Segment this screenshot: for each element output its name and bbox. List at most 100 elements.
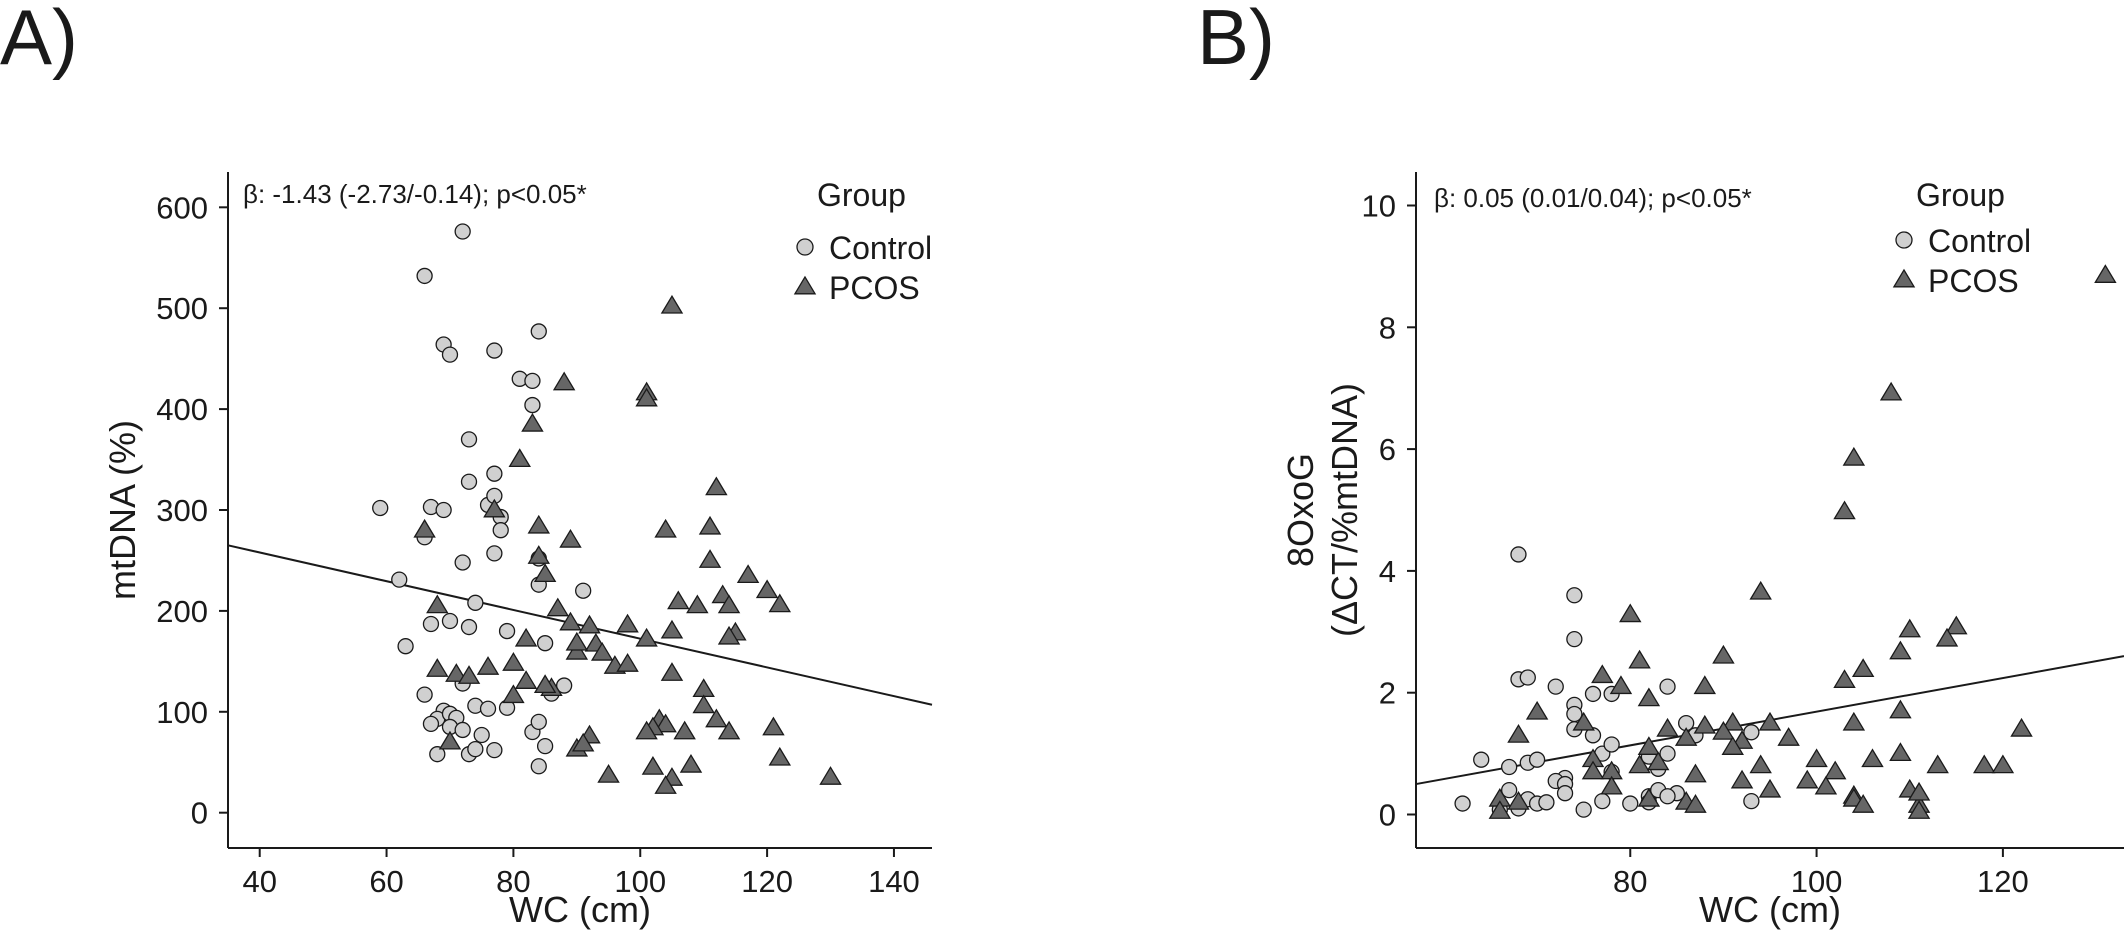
pcos-point-a [673,720,696,740]
pcos-point-a [597,764,620,783]
control-point-a [486,741,503,759]
x-tick-label-a: 120 [741,864,793,899]
pcos-point-b [1656,717,1679,737]
control-point-a [524,372,541,390]
pcos-point-b [1674,727,1698,746]
x-tick-label-a: 80 [496,864,530,899]
pcos-point-a [635,387,658,407]
pcos-point-b [1851,794,1875,813]
pcos-point-a [705,476,728,496]
control-point-b [1519,669,1536,686]
pcos-point-b [1889,742,1912,762]
control-point-a [530,713,547,731]
pcos-point-b [1628,649,1651,669]
control-point-b [1501,758,1518,776]
legend-title-b: Group [1916,177,2005,213]
pcos-point-b [1973,754,1996,774]
control-point-a [397,638,414,655]
control-point-a [441,612,459,630]
pcos-point-b [1637,787,1661,807]
pcos-point-b [1507,791,1530,810]
beta-annotation-a: β: -1.43 (-2.73/-0.14); p<0.05* [243,179,587,209]
pcos-point-b [1646,751,1670,771]
y-tick-label-a: 600 [156,190,208,225]
x-tick-label-a: 100 [614,864,666,899]
control-point-a [454,223,471,240]
control-point-a [524,396,541,414]
control-point-a [435,501,452,519]
pcos-point-b [1730,769,1754,789]
pcos-point-a [590,641,614,661]
control-point-b [1528,751,1546,768]
pcos-point-a [768,593,792,613]
control-point-a [422,615,440,633]
pcos-point-b [1525,700,1549,720]
pcos-point-b [1507,724,1530,743]
pcos-point-b [1721,736,1744,755]
control-point-b [1743,724,1760,741]
x-tick-label-b: 100 [1791,864,1843,899]
control-point-a [536,737,554,755]
pcos-point-a [698,515,722,535]
control-point-a [460,618,478,636]
y-tick-label-b: 4 [1379,554,1396,589]
control-point-b [1584,685,1602,703]
pcos-point-a [533,563,557,583]
pcos-point-b [1684,763,1707,783]
pcos-point-a [559,528,582,548]
pcos-point-a [635,627,658,647]
pcos-point-a [438,730,462,750]
pcos-point-b [1628,754,1651,774]
x-tick-label-a: 40 [242,864,276,899]
control-point-a [555,677,573,694]
pcos-point-b [1907,781,1931,801]
y-axis-label-line2-b: (ΔCT/%mtDNA) [1324,383,1365,637]
pcos-point-a [616,613,639,633]
y-tick-label-a: 400 [156,392,208,427]
control-point-b [1743,792,1760,810]
pcos-point-b [1619,603,1642,623]
control-point-a [422,715,440,733]
pcos-point-a [502,652,525,671]
y-tick-label-a: 300 [156,493,208,528]
pcos-point-b [1777,727,1800,746]
x-tick-label-b: 80 [1613,864,1647,899]
control-point-b [1556,785,1574,802]
y-axis-label-b: 8OxoG [1280,453,1321,567]
control-point-a [441,346,459,363]
panel-a-label: A) [0,0,78,81]
control-point-b [1659,745,1676,762]
pcos-point-b [1749,754,1772,774]
control-point-a [416,686,433,703]
legend-title-a: Group [817,177,906,213]
pcos-point-a [533,674,557,694]
pcos-point-a [660,294,684,314]
legend-marker-pcos-a [793,275,817,295]
pcos-point-b [2094,264,2117,283]
pcos-point-b [1889,699,1912,719]
legend-marker-pcos-b [1892,268,1916,288]
pcos-point-b [1879,381,1903,401]
x-tick-label-a: 140 [868,864,920,899]
control-point-b [1594,792,1611,810]
control-point-b [1659,678,1676,695]
pcos-point-b [1805,748,1828,768]
pcos-point-a [717,594,741,614]
pcos-point-b [1609,675,1633,695]
control-point-a [486,545,503,562]
legend-label-control-b: Control [1928,223,2031,259]
pcos-point-a [717,625,741,645]
pcos-point-b [1684,794,1707,813]
control-point-a [391,571,408,588]
x-axis-label-b: WC (cm) [1699,889,1841,930]
pcos-point-a [616,653,639,672]
control-point-a [454,721,471,739]
control-point-a [530,323,547,340]
pcos-point-a [565,631,589,651]
pcos-point-b [1591,664,1614,684]
pcos-point-a [698,549,722,568]
y-tick-label-a: 500 [156,291,208,326]
control-point-a [460,473,478,490]
pcos-point-b [1712,644,1735,664]
control-point-b [1538,794,1555,811]
